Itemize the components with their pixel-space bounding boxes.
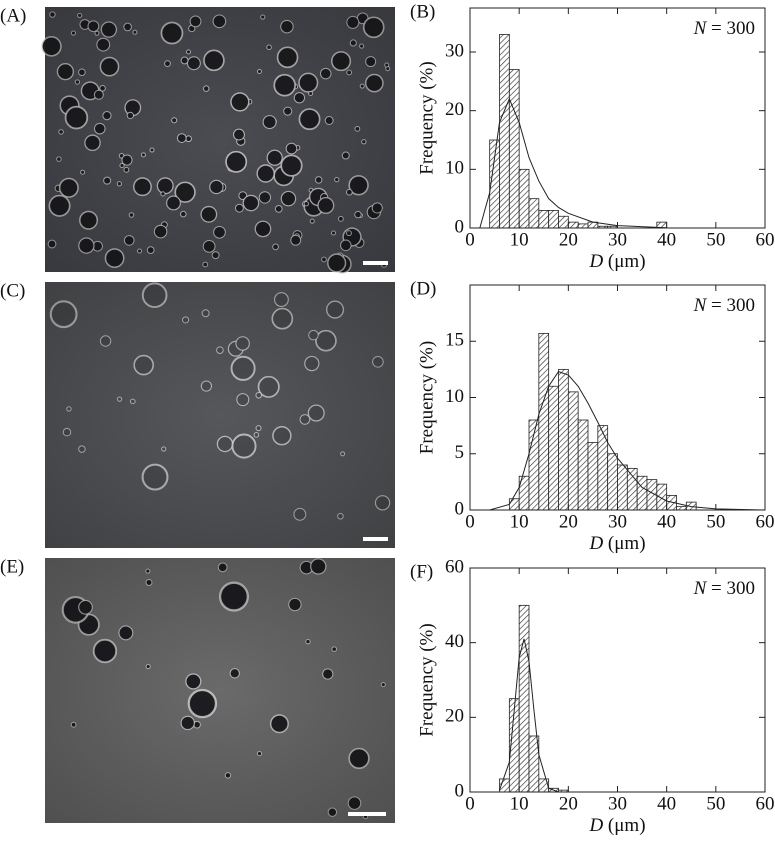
bar <box>518 168 530 229</box>
x-tick-label: 60 <box>756 511 775 532</box>
scale-bar <box>348 812 386 816</box>
annotation-symbol: N <box>693 295 708 316</box>
panel-label: (C) <box>0 280 25 301</box>
y-tick-label: 5 <box>455 442 465 463</box>
bar <box>528 198 540 229</box>
y-tick-label: 20 <box>445 99 464 120</box>
panel-label: (E) <box>0 556 24 577</box>
y-tick-label: 60 <box>445 556 464 577</box>
bar <box>567 221 579 229</box>
bar <box>607 453 618 511</box>
bar <box>656 483 668 511</box>
bar <box>508 69 520 229</box>
x-tick-label: 20 <box>559 793 578 814</box>
x-tick-label: 40 <box>657 229 676 250</box>
x-tick-label: 10 <box>510 229 529 250</box>
x-tick-label: 50 <box>706 229 725 250</box>
panel-label: (F) <box>410 561 433 582</box>
fit-curve <box>499 638 559 793</box>
y-tick-label: 10 <box>445 158 464 179</box>
x-tick-label: 30 <box>608 229 627 250</box>
y-axis-label: Frequency (%) <box>416 341 437 454</box>
bar <box>558 215 569 229</box>
bar <box>636 475 648 511</box>
bar <box>499 34 510 229</box>
y-tick-label: 0 <box>455 216 465 237</box>
x-label-symbol: D <box>588 815 603 836</box>
bar <box>617 464 628 511</box>
bar <box>577 223 589 229</box>
bar <box>597 425 609 511</box>
fit-curve <box>489 371 766 511</box>
bar <box>538 332 550 511</box>
bar <box>548 209 559 229</box>
annotation: N = 300 <box>693 18 755 39</box>
y-axis-label: Frequency (%) <box>416 61 437 174</box>
y-tick-label: 15 <box>445 330 464 351</box>
bar <box>587 442 599 511</box>
x-tick-label: 0 <box>465 511 475 532</box>
x-tick-label: 60 <box>756 793 775 814</box>
bar <box>567 391 579 511</box>
x-tick-label: 40 <box>657 793 676 814</box>
x-tick-label: 10 <box>510 511 529 532</box>
vignette <box>45 558 395 823</box>
x-label-unit: (μm) <box>608 251 646 272</box>
bar <box>577 419 589 511</box>
vignette <box>45 7 395 272</box>
x-tick-label: 40 <box>657 511 676 532</box>
y-tick-label: 0 <box>455 780 465 801</box>
annotation-text: = 300 <box>711 295 755 316</box>
x-axis-label: D (μm) <box>588 533 645 554</box>
x-tick-label: 0 <box>465 229 475 250</box>
scale-bar <box>363 537 388 541</box>
x-tick-label: 30 <box>608 793 627 814</box>
x-tick-label: 0 <box>465 793 475 814</box>
x-tick-label: 20 <box>559 511 578 532</box>
y-tick-label: 40 <box>445 631 464 652</box>
panel-label: (D) <box>410 278 436 299</box>
annotation: N = 300 <box>693 295 755 316</box>
y-tick-label: 20 <box>445 706 464 727</box>
bar <box>558 368 569 511</box>
annotation-text: = 300 <box>711 578 755 599</box>
x-tick-label: 30 <box>608 511 627 532</box>
annotation: N = 300 <box>693 578 755 599</box>
panel-label: (B) <box>410 1 435 22</box>
annotation-symbol: N <box>693 578 708 599</box>
bar <box>538 778 550 793</box>
scale-bar <box>363 261 388 265</box>
annotation-symbol: N <box>693 18 708 39</box>
y-axis-label: Frequency (%) <box>416 623 437 736</box>
x-tick-label: 60 <box>756 229 775 250</box>
panel-label: (A) <box>0 5 26 26</box>
x-tick-label: 50 <box>706 511 725 532</box>
bar <box>676 506 687 511</box>
bar <box>508 498 520 511</box>
x-label-symbol: D <box>588 533 603 554</box>
x-axis-label: D (μm) <box>588 815 645 836</box>
x-label-symbol: D <box>588 251 603 272</box>
x-tick-label: 10 <box>510 793 529 814</box>
annotation-text: = 300 <box>711 18 755 39</box>
bar <box>538 209 550 229</box>
y-tick-label: 30 <box>445 40 464 61</box>
x-axis-label: D (μm) <box>588 251 645 272</box>
x-tick-label: 50 <box>706 793 725 814</box>
bar <box>548 385 559 511</box>
bar <box>518 604 530 793</box>
x-label-unit: (μm) <box>608 533 646 554</box>
vignette <box>45 282 395 548</box>
x-tick-label: 20 <box>559 229 578 250</box>
fit-curve <box>479 97 667 229</box>
x-label-unit: (μm) <box>608 815 646 836</box>
bar <box>626 467 638 511</box>
y-tick-label: 10 <box>445 386 464 407</box>
y-tick-label: 0 <box>455 498 465 519</box>
